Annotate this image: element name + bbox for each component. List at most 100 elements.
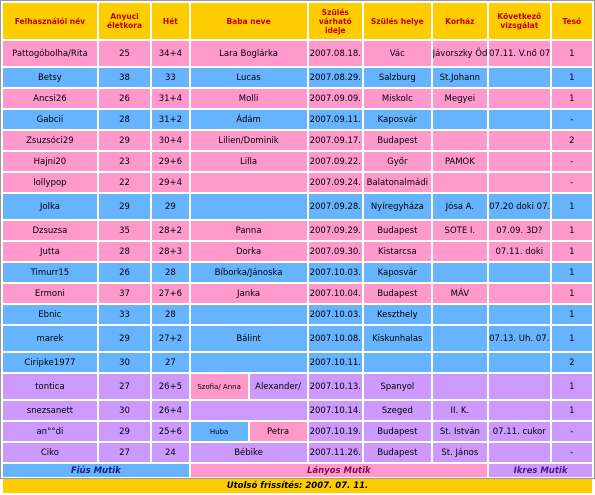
table-row: Pattogóbolha/Rita 25 34+4 Lara Boglárka 2007… [3, 41, 592, 66]
cell-next-exam: 07.11. cukor [489, 422, 550, 441]
cell-birth-place: Salzburg [364, 68, 431, 87]
cell-hospital: MÁV [432, 284, 488, 303]
cell-age: 26 [98, 89, 151, 108]
cell-week: 25+6 [152, 422, 189, 441]
cell-next-exam [489, 284, 550, 303]
cell-hospital: St. János [432, 443, 488, 462]
cell-due-date: 2007.09.17. [308, 131, 363, 150]
cell-birth-place [364, 353, 431, 372]
cell-week: 28 [152, 305, 189, 324]
cell-birth-place: Miskolc [364, 89, 431, 108]
cell-week: 33 [152, 68, 189, 87]
cell-siblings: 1 [551, 68, 592, 87]
cell-age: 23 [98, 152, 151, 171]
cell-hospital: SOTE I. [432, 221, 488, 240]
cell-week: 29+6 [152, 152, 189, 171]
cell-username: Hajni20 [3, 152, 97, 171]
cell-age: 25 [98, 41, 151, 66]
cell-siblings: 1 [551, 401, 592, 420]
cell-username: Zsuzsóci29 [3, 131, 97, 150]
cell-siblings: 1 [551, 242, 592, 261]
table-body: Pattogóbolha/Rita 25 34+4 Lara Boglárka 2007… [3, 41, 592, 462]
cell-next-exam: 07.11. V.nő 07.13. D lab [489, 41, 550, 66]
cell-siblings: 1 [551, 374, 592, 399]
cell-baby-name: Bíborka/Jánoska [190, 263, 307, 282]
cell-week: 26+5 [152, 374, 189, 399]
table-row: snezsanett 30 26+4 2007.10.14. Szeged II. K. 1 [3, 401, 592, 420]
cell-baby-name [190, 194, 307, 219]
cell-baby-name: Dorka [190, 242, 307, 261]
cell-username: Timurr15 [3, 263, 97, 282]
cell-birth-place: Vác [364, 41, 431, 66]
twin-name-a: Szofia/ Anna [190, 374, 248, 399]
cell-week: 34+4 [152, 41, 189, 66]
cell-birth-place: Kiskunhalas [364, 326, 431, 351]
cell-siblings: 2 [551, 353, 592, 372]
cell-week: 24 [152, 443, 189, 462]
cell-hospital [432, 173, 488, 192]
cell-hospital [432, 242, 488, 261]
table-row: marek 29 27+2 Bálint 2007.10.08. Kiskunhalas 0… [3, 326, 592, 351]
header-birth-place: Szülés helye [364, 3, 431, 39]
cell-due-date: 2007.08.18. [308, 41, 363, 66]
cell-username: Ebnic [3, 305, 97, 324]
cell-next-exam [489, 263, 550, 282]
cell-siblings: 1 [551, 284, 592, 303]
cell-week: 29 [152, 194, 189, 219]
cell-birth-place: Kaposvár [364, 263, 431, 282]
cell-birth-place: Kistarcsa [364, 242, 431, 261]
table-row: an°°di 29 25+6 Huba Petra 2007.10.19. Budapest… [3, 422, 592, 441]
legend-boys: Fiús Mutik [3, 464, 189, 477]
cell-age: 27 [98, 443, 151, 462]
twin-name-b: Alexander/ [249, 374, 307, 399]
cell-hospital: Megyei [432, 89, 488, 108]
cell-next-exam [489, 443, 550, 462]
cell-baby-name: Panna [190, 221, 307, 240]
cell-age: 22 [98, 173, 151, 192]
legend-row: Fiús Mutik Lányos Mutik Ikres Mutik [3, 464, 592, 477]
cell-hospital [432, 263, 488, 282]
cell-siblings: 1 [551, 326, 592, 351]
cell-due-date: 2007.09.24. [308, 173, 363, 192]
header-baby-name: Baba neve [190, 3, 307, 39]
cell-next-exam [489, 374, 550, 399]
table-row: Betsy 38 33 Lucas 2007.08.29. Salzburg St.Joha… [3, 68, 592, 87]
twin-names: Szofia/ Anna Alexander/ [190, 374, 307, 399]
cell-next-exam: 07.13. Uh. 07.19. 3D [489, 326, 550, 351]
table-row: Dzsuzsa 35 28+2 Panna 2007.09.29. Budapest SOT… [3, 221, 592, 240]
last-updated: Utolsó frissítés: 2007. 07. 11. [3, 479, 592, 493]
table-row: Ancsi26 26 31+4 Molli 2007.09.09. Miskolc Megy… [3, 89, 592, 108]
cell-week: 26+4 [152, 401, 189, 420]
table-row: Ciko 27 24 Bébike 2007.11.26. Budapest St. Ján… [3, 443, 592, 462]
cell-due-date: 2007.10.03. [308, 263, 363, 282]
cell-due-date: 2007.09.30. [308, 242, 363, 261]
cell-hospital [432, 131, 488, 150]
cell-siblings: 1 [551, 221, 592, 240]
cell-username: Pattogóbolha/Rita [3, 41, 97, 66]
cell-due-date: 2007.10.11. [308, 353, 363, 372]
cell-siblings: - [551, 422, 592, 441]
cell-age: 33 [98, 305, 151, 324]
cell-hospital: St. István [432, 422, 488, 441]
table-row: Zsuzsóci29 29 30+4 Lilien/Dominik 2007.09.17… [3, 131, 592, 150]
cell-baby-name: Lara Boglárka [190, 41, 307, 66]
table-row: lollypop 22 29+4 2007.09.24. Balatonalmádi - [3, 173, 592, 192]
cell-next-exam: 07.11. doki [489, 242, 550, 261]
cell-birth-place: Budapest [364, 284, 431, 303]
cell-due-date: 2007.10.19. [308, 422, 363, 441]
cell-hospital [432, 110, 488, 129]
cell-baby-name [190, 305, 307, 324]
cell-username: Ermoni [3, 284, 97, 303]
header-username: Felhasználói név [3, 3, 97, 39]
cell-baby-name: Bébike [190, 443, 307, 462]
cell-username: Jutta [3, 242, 97, 261]
cell-username: Dzsuzsa [3, 221, 97, 240]
cell-baby-name: Huba Petra [190, 422, 307, 441]
cell-birth-place: Győr [364, 152, 431, 171]
cell-hospital: II. K. [432, 401, 488, 420]
cell-username: tontica [3, 374, 97, 399]
cell-birth-place: Nyíregyháza [364, 194, 431, 219]
cell-next-exam [489, 152, 550, 171]
